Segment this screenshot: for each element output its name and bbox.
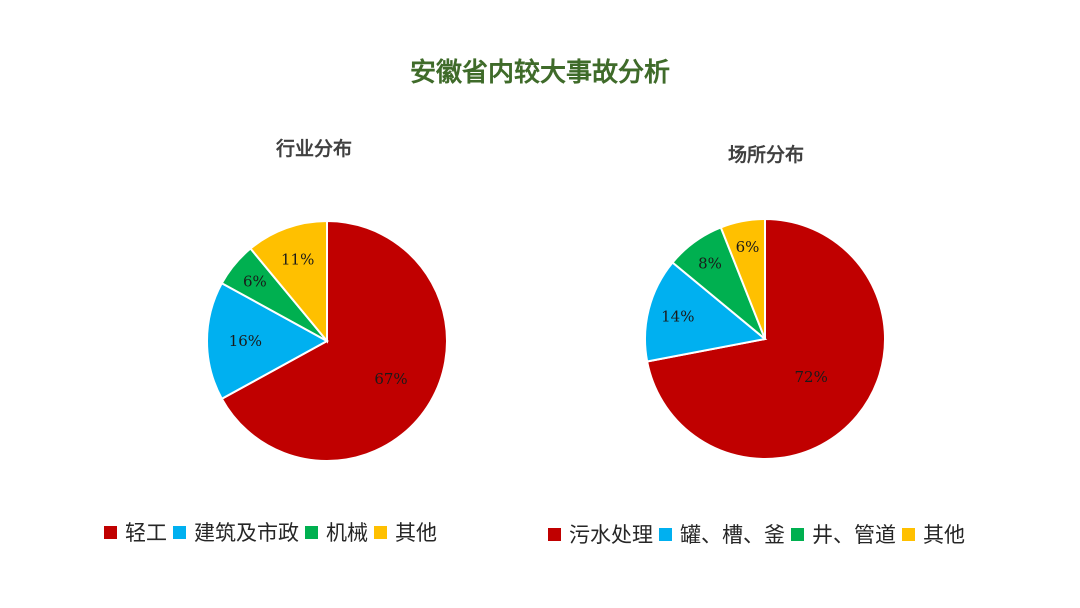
slice-other-label: 11% (281, 251, 314, 269)
legend-item: 建筑及市政 (173, 517, 299, 547)
legend-swatch (104, 525, 117, 539)
location-chart-title: 场所分布 (727, 144, 804, 166)
legend-item: 罐、槽、釜 (659, 519, 785, 549)
industry-legend: 轻工 建筑及市政 机械 其他 (104, 517, 437, 547)
legend-label: 井、管道 (812, 523, 896, 547)
location-pie-chart: 72% 14% 8% 6% (644, 217, 886, 460)
slice-light-industry (220, 219, 448, 462)
legend-label: 轻工 (125, 521, 167, 545)
legend-swatch (548, 527, 561, 541)
slice-sewage-label: 72% (795, 368, 828, 386)
slice-tanks-label: 14% (661, 308, 694, 326)
slice-other (719, 217, 766, 340)
legend-swatch (791, 527, 804, 541)
legend-label: 罐、槽、釜 (680, 523, 785, 547)
legend-label: 建筑及市政 (194, 521, 299, 545)
slice-other-label: 6% (736, 238, 760, 256)
industry-chart-title: 行业分布 (275, 138, 352, 160)
page-title: 安徽省内较大事故分析 (409, 58, 670, 88)
slice-construction-label: 16% (229, 332, 262, 350)
legend-item: 其他 (374, 517, 437, 547)
legend-item: 污水处理 (548, 519, 653, 549)
legend-item: 井、管道 (791, 519, 896, 549)
slice-other (249, 219, 328, 344)
legend-label: 污水处理 (569, 523, 653, 547)
slice-wells-pipes-label: 8% (698, 254, 722, 272)
legend-item: 机械 (305, 517, 368, 547)
legend-label: 机械 (326, 521, 368, 545)
slice-machinery-label: 6% (243, 272, 267, 290)
location-legend: 污水处理 罐、槽、釜 井、管道 其他 (548, 519, 965, 549)
legend-item: 其他 (902, 519, 965, 549)
legend-swatch (902, 527, 915, 541)
legend-swatch (659, 527, 672, 541)
industry-pie-chart: 67% 16% 6% 11% (205, 219, 448, 462)
legend-swatch (374, 525, 387, 539)
legend-swatch (305, 525, 318, 539)
legend-item: 轻工 (104, 517, 167, 547)
slice-tanks (644, 261, 768, 363)
legend-label: 其他 (923, 523, 965, 547)
slice-light-industry-label: 67% (374, 370, 407, 388)
legend-swatch (173, 525, 186, 539)
legend-label: 其他 (395, 521, 437, 545)
slice-construction (205, 281, 330, 401)
